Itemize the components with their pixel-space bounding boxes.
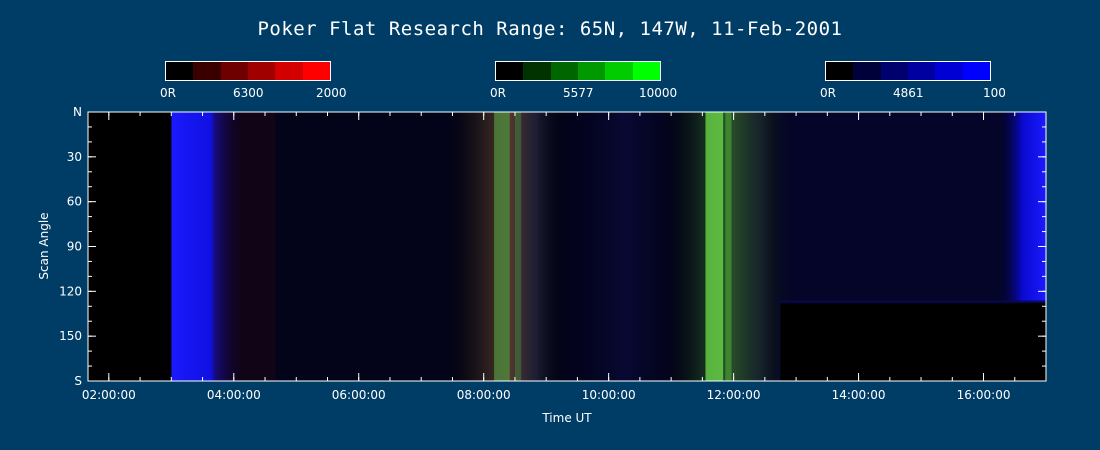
colorbar-segment bbox=[880, 62, 908, 80]
y-tick-label: N bbox=[73, 105, 82, 119]
y-axis-label: Scan Angle bbox=[37, 212, 51, 279]
y-tick-label: S bbox=[74, 374, 82, 388]
x-tick-label: 10:00:00 bbox=[582, 388, 636, 402]
arc-line-2b bbox=[725, 112, 732, 381]
colorbar-segment bbox=[166, 62, 194, 80]
colorbar-red-max: 2000 bbox=[316, 86, 347, 100]
arc-line-1b bbox=[514, 112, 522, 381]
colorbar-blue-wavelength: 4861 bbox=[893, 86, 924, 100]
colorbar-red-wavelength: 6300 bbox=[233, 86, 264, 100]
no-data-edge bbox=[780, 300, 1046, 304]
colorbar-segment bbox=[550, 62, 578, 80]
y-tick-label: 150 bbox=[59, 329, 82, 343]
x-tick-label: 04:00:00 bbox=[207, 388, 261, 402]
x-axis-label: Time UT bbox=[541, 411, 592, 425]
colorbar-green-max: 10000 bbox=[639, 86, 678, 100]
colorbar-blue-min: 0R bbox=[820, 86, 836, 100]
no-data-block bbox=[780, 301, 1046, 381]
x-axis: 02:00:00 04:00:00 06:00:00 08:00:00 10:00:00… bbox=[82, 112, 1047, 402]
colorbar-segment bbox=[302, 62, 330, 80]
x-tick-label: 02:00:00 bbox=[82, 388, 136, 402]
colorbar-segment bbox=[907, 62, 936, 80]
colorbar-segment bbox=[826, 62, 854, 80]
y-axis: N 30 60 90 120 150 S bbox=[59, 105, 1046, 388]
colorbar-segment bbox=[935, 62, 963, 80]
colorbar-green-scale bbox=[495, 61, 661, 81]
colorbar-segment bbox=[962, 62, 990, 80]
colorbar-segment bbox=[605, 62, 633, 80]
colorbar-segment bbox=[193, 62, 221, 80]
colorbar-segment bbox=[496, 62, 524, 80]
aurora-layers bbox=[88, 112, 1047, 381]
colorbar-blue-max: 100 bbox=[983, 86, 1006, 100]
blue-band-left bbox=[171, 112, 245, 381]
y-tick-label: 90 bbox=[67, 240, 82, 254]
arc-line-2 bbox=[705, 112, 724, 381]
y-tick-label: 120 bbox=[59, 284, 82, 298]
colorbar-blue-scale bbox=[825, 61, 991, 81]
no-data-block bbox=[88, 112, 172, 381]
colorbar-segment bbox=[275, 62, 303, 80]
y-tick-label: 60 bbox=[67, 195, 82, 209]
colorbar-blue: 0R 4861 100 bbox=[820, 61, 1006, 101]
colorbar-green-min: 0R bbox=[490, 86, 506, 100]
colorbar-segment bbox=[632, 62, 660, 80]
colorbar-segment bbox=[523, 62, 551, 80]
arc-line-1 bbox=[494, 112, 510, 381]
colorbar-segment bbox=[220, 62, 248, 80]
colorbar-green-wavelength: 5577 bbox=[563, 86, 594, 100]
x-tick-label: 06:00:00 bbox=[332, 388, 386, 402]
x-tick-label: 12:00:00 bbox=[707, 388, 761, 402]
page-title: Poker Flat Research Range: 65N, 147W, 11… bbox=[257, 18, 843, 40]
colorbar-green: 0R 5577 10000 bbox=[490, 61, 677, 101]
y-tick-label: 30 bbox=[67, 150, 82, 164]
colorbar-segment bbox=[853, 62, 881, 80]
colorbar-red: 0R 6300 2000 bbox=[160, 61, 347, 101]
x-tick-label: 16:00:00 bbox=[957, 388, 1011, 402]
x-tick-label: 08:00:00 bbox=[457, 388, 511, 402]
colorbar-segment bbox=[577, 62, 606, 80]
x-tick-label: 14:00:00 bbox=[832, 388, 886, 402]
colorbar-red-scale bbox=[165, 61, 331, 81]
red-glow bbox=[212, 112, 276, 381]
colorbar-red-min: 0R bbox=[160, 86, 176, 100]
colorbar-segment bbox=[247, 62, 276, 80]
